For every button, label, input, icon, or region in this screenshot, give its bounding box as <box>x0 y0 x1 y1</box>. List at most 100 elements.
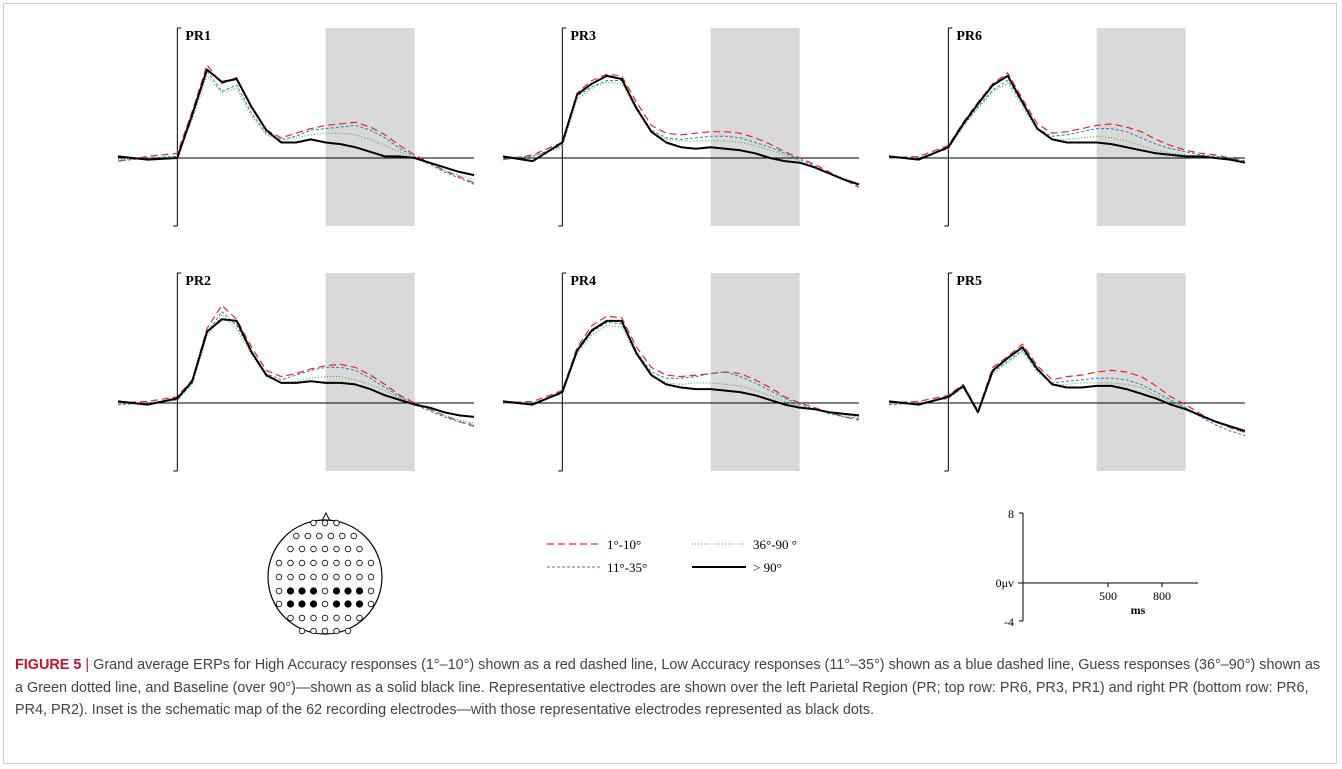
erp-panel-pr6: PR6 <box>888 27 1246 227</box>
electrode-representative <box>286 600 295 608</box>
electrode-representative <box>332 587 341 595</box>
scale-x-tick-label-500: 500 <box>1099 589 1117 603</box>
erp-line-high-accuracy <box>502 315 860 421</box>
panel-title: PR6 <box>956 29 982 44</box>
erp-line-baseline <box>117 68 475 177</box>
erp-panel-pr2: PR2 <box>117 272 475 472</box>
erp-line-high-accuracy <box>888 343 1246 433</box>
electrode <box>321 559 329 567</box>
electrode <box>275 559 283 567</box>
legend-label-baseline: > 90° <box>753 560 782 575</box>
electrode-representative <box>332 600 341 608</box>
electrode <box>298 573 306 581</box>
electrode <box>367 559 375 567</box>
electrode-representative <box>298 600 306 608</box>
erp-line-guess <box>117 75 475 181</box>
erp-panel-pr5: PR5 <box>888 272 1246 472</box>
scale-bar: 8 0μv -4 500 800 ms <box>996 507 1198 629</box>
erp-line-high-accuracy <box>502 73 860 188</box>
erp-panel-pr1: PR1 <box>117 27 475 227</box>
electrode <box>310 559 317 567</box>
electrode-representative <box>309 600 318 608</box>
erp-panels: PR1 PR3 PR6 PR2 PR4 PR5 <box>117 27 1246 472</box>
electrode <box>304 532 311 540</box>
electrode <box>367 600 375 608</box>
scale-x-unit-label: ms <box>1131 603 1146 617</box>
erp-line-low-accuracy <box>117 311 475 426</box>
erp-line-low-accuracy <box>117 70 475 185</box>
electrode <box>298 559 306 567</box>
panel-title: PR3 <box>570 29 596 44</box>
erp-panel-pr4: PR4 <box>502 272 860 472</box>
legend-label-high-accuracy: 1°-10° <box>607 537 641 552</box>
electrode <box>310 614 317 622</box>
scale-y-top-label: 8 <box>1008 507 1014 521</box>
erp-line-low-accuracy <box>503 321 860 419</box>
caption-separator: | <box>81 657 94 673</box>
electrode-representative <box>344 587 352 595</box>
electrode <box>321 614 329 622</box>
electrode <box>333 627 340 635</box>
electrode <box>321 627 329 635</box>
erp-line-baseline <box>888 346 1246 432</box>
panel-title: PR1 <box>185 29 211 44</box>
electrode <box>275 573 283 581</box>
electrode <box>321 519 329 527</box>
electrode <box>333 519 340 527</box>
erp-panel-pr3: PR3 <box>502 27 860 227</box>
electrode-representative <box>355 587 364 595</box>
electrode <box>356 614 363 622</box>
erp-line-baseline <box>888 74 1246 164</box>
electrode <box>339 532 346 540</box>
erp-line-low-accuracy <box>889 80 1246 162</box>
panel-title: PR4 <box>570 274 596 289</box>
electrode-representative <box>309 587 318 595</box>
electrode <box>321 600 329 608</box>
analysis-window-shade <box>325 28 415 226</box>
electrode <box>275 587 283 595</box>
legend: 1°-10° 11°-35° 36°-90 ° > 90° <box>547 537 797 575</box>
erp-line-high-accuracy <box>888 72 1246 162</box>
electrode <box>310 573 317 581</box>
electrode-representative <box>298 587 306 595</box>
electrode <box>321 573 329 581</box>
electrode <box>333 559 340 567</box>
legend-label-guess: 36°-90 ° <box>753 537 797 552</box>
erp-line-baseline <box>117 318 475 418</box>
electrode <box>298 545 306 553</box>
electrode <box>327 532 334 540</box>
panel-title: PR5 <box>956 274 982 289</box>
electrode <box>344 627 352 635</box>
electrode <box>344 545 352 553</box>
legend-item-high-accuracy: 1°-10° <box>547 537 641 552</box>
electrode <box>287 614 294 622</box>
erp-line-guess <box>502 81 860 185</box>
legend-item-guess: 36°-90 ° <box>692 537 797 552</box>
electrode <box>344 614 352 622</box>
electrode <box>367 573 375 581</box>
erp-line-baseline <box>502 74 860 186</box>
erp-line-high-accuracy <box>117 64 475 184</box>
electrode <box>356 559 363 567</box>
electrode <box>356 545 363 553</box>
electrode <box>310 519 317 527</box>
analysis-window-shade <box>710 28 800 226</box>
electrode <box>310 627 317 635</box>
analysis-window-shade <box>1096 28 1186 226</box>
electrode <box>293 532 300 540</box>
electrode <box>287 573 294 581</box>
electrode <box>298 627 306 635</box>
electrode <box>333 573 340 581</box>
figure-frame <box>3 3 1337 764</box>
electrode <box>344 559 352 567</box>
scale-y-zero-label: 0μv <box>996 576 1014 590</box>
electrode-dots <box>275 519 375 635</box>
caption-label: FIGURE 5 <box>15 657 82 673</box>
electrode <box>310 545 317 553</box>
erp-line-baseline <box>502 319 860 417</box>
erp-line-guess <box>889 351 1246 433</box>
electrode <box>287 559 294 567</box>
scale-x-tick-label-800: 800 <box>1153 589 1171 603</box>
electrode <box>367 587 375 595</box>
electrode <box>333 545 340 553</box>
